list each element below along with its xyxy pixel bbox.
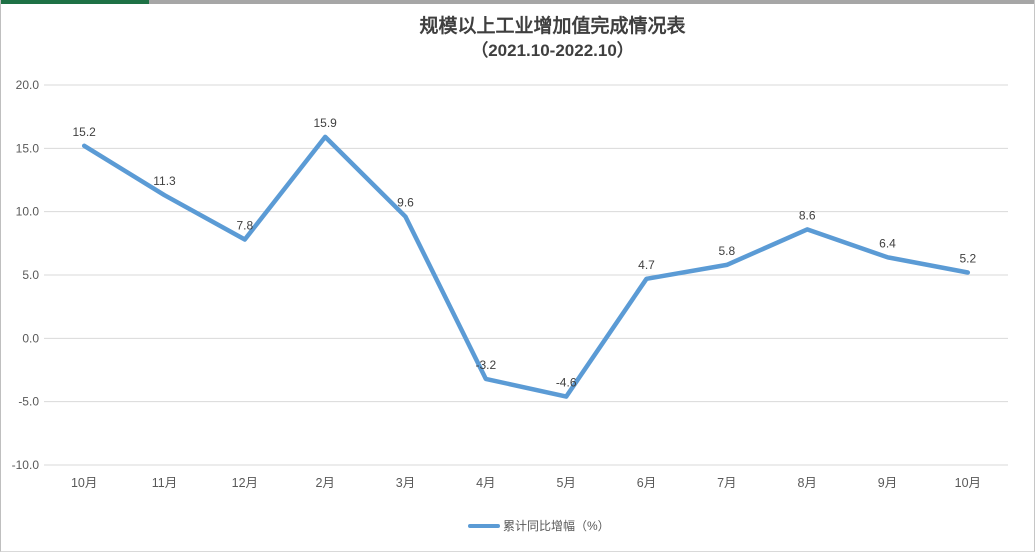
chart-title: 规模以上工业增加值完成情况表 (419, 16, 686, 37)
data-point-label: 6.4 (879, 236, 896, 250)
y-axis-tick-label: 0.0 (22, 331, 39, 345)
data-point-label: 8.6 (799, 208, 816, 222)
x-axis-tick-label: 4月 (476, 476, 495, 490)
x-axis-tick-label: 12月 (232, 476, 258, 490)
chart-legend[interactable]: 累计同比增幅（%） (468, 517, 610, 534)
data-point-label: 4.7 (638, 258, 655, 272)
data-point-label: 5.8 (718, 244, 735, 258)
x-axis-tick-label: 2月 (315, 476, 334, 490)
data-point-label: 15.2 (72, 125, 96, 139)
x-axis-tick-label: 3月 (396, 476, 415, 490)
x-axis-tick-label: 8月 (797, 476, 816, 490)
y-axis-tick-label: -10.0 (12, 458, 40, 472)
data-point-label: 11.3 (153, 174, 176, 188)
data-point-label: 9.6 (397, 196, 414, 210)
x-axis-tick-label: 6月 (637, 476, 656, 490)
top-accent-bar (1, 0, 1034, 4)
y-axis-tick-label: 20.0 (16, 78, 40, 92)
chart-subtitle: （2021.10-2022.10） (471, 40, 634, 60)
y-axis-tick-label: -5.0 (18, 395, 39, 409)
data-point-label: 7.8 (236, 219, 253, 233)
y-axis-tick-label: 10.0 (16, 205, 40, 219)
data-point-label: -3.2 (475, 358, 496, 372)
x-axis-tick-label: 11月 (152, 476, 177, 490)
data-point-label: 15.9 (313, 116, 337, 130)
chart-title-block: 规模以上工业增加值完成情况表 （2021.10-2022.10） (71, 14, 1034, 62)
top-accent-bar-green (1, 0, 149, 4)
x-axis-tick-label: 5月 (556, 476, 575, 490)
x-axis-tick-label: 10月 (71, 476, 97, 490)
series-line[interactable] (81, 134, 971, 399)
legend-line-swatch (468, 523, 500, 528)
y-axis-tick-label: 15.0 (16, 141, 40, 155)
y-axis-tick-label: 5.0 (22, 268, 39, 282)
x-axis-tick-label: 10月 (955, 476, 981, 490)
x-axis-tick-label: 9月 (878, 476, 897, 490)
x-axis-tick-label: 7月 (717, 476, 736, 490)
top-accent-bar-gray (149, 0, 1034, 4)
data-point-label: -4.6 (556, 376, 577, 390)
data-point-label: 5.2 (959, 251, 976, 265)
legend-series-label: 累计同比增幅（%） (503, 519, 610, 533)
